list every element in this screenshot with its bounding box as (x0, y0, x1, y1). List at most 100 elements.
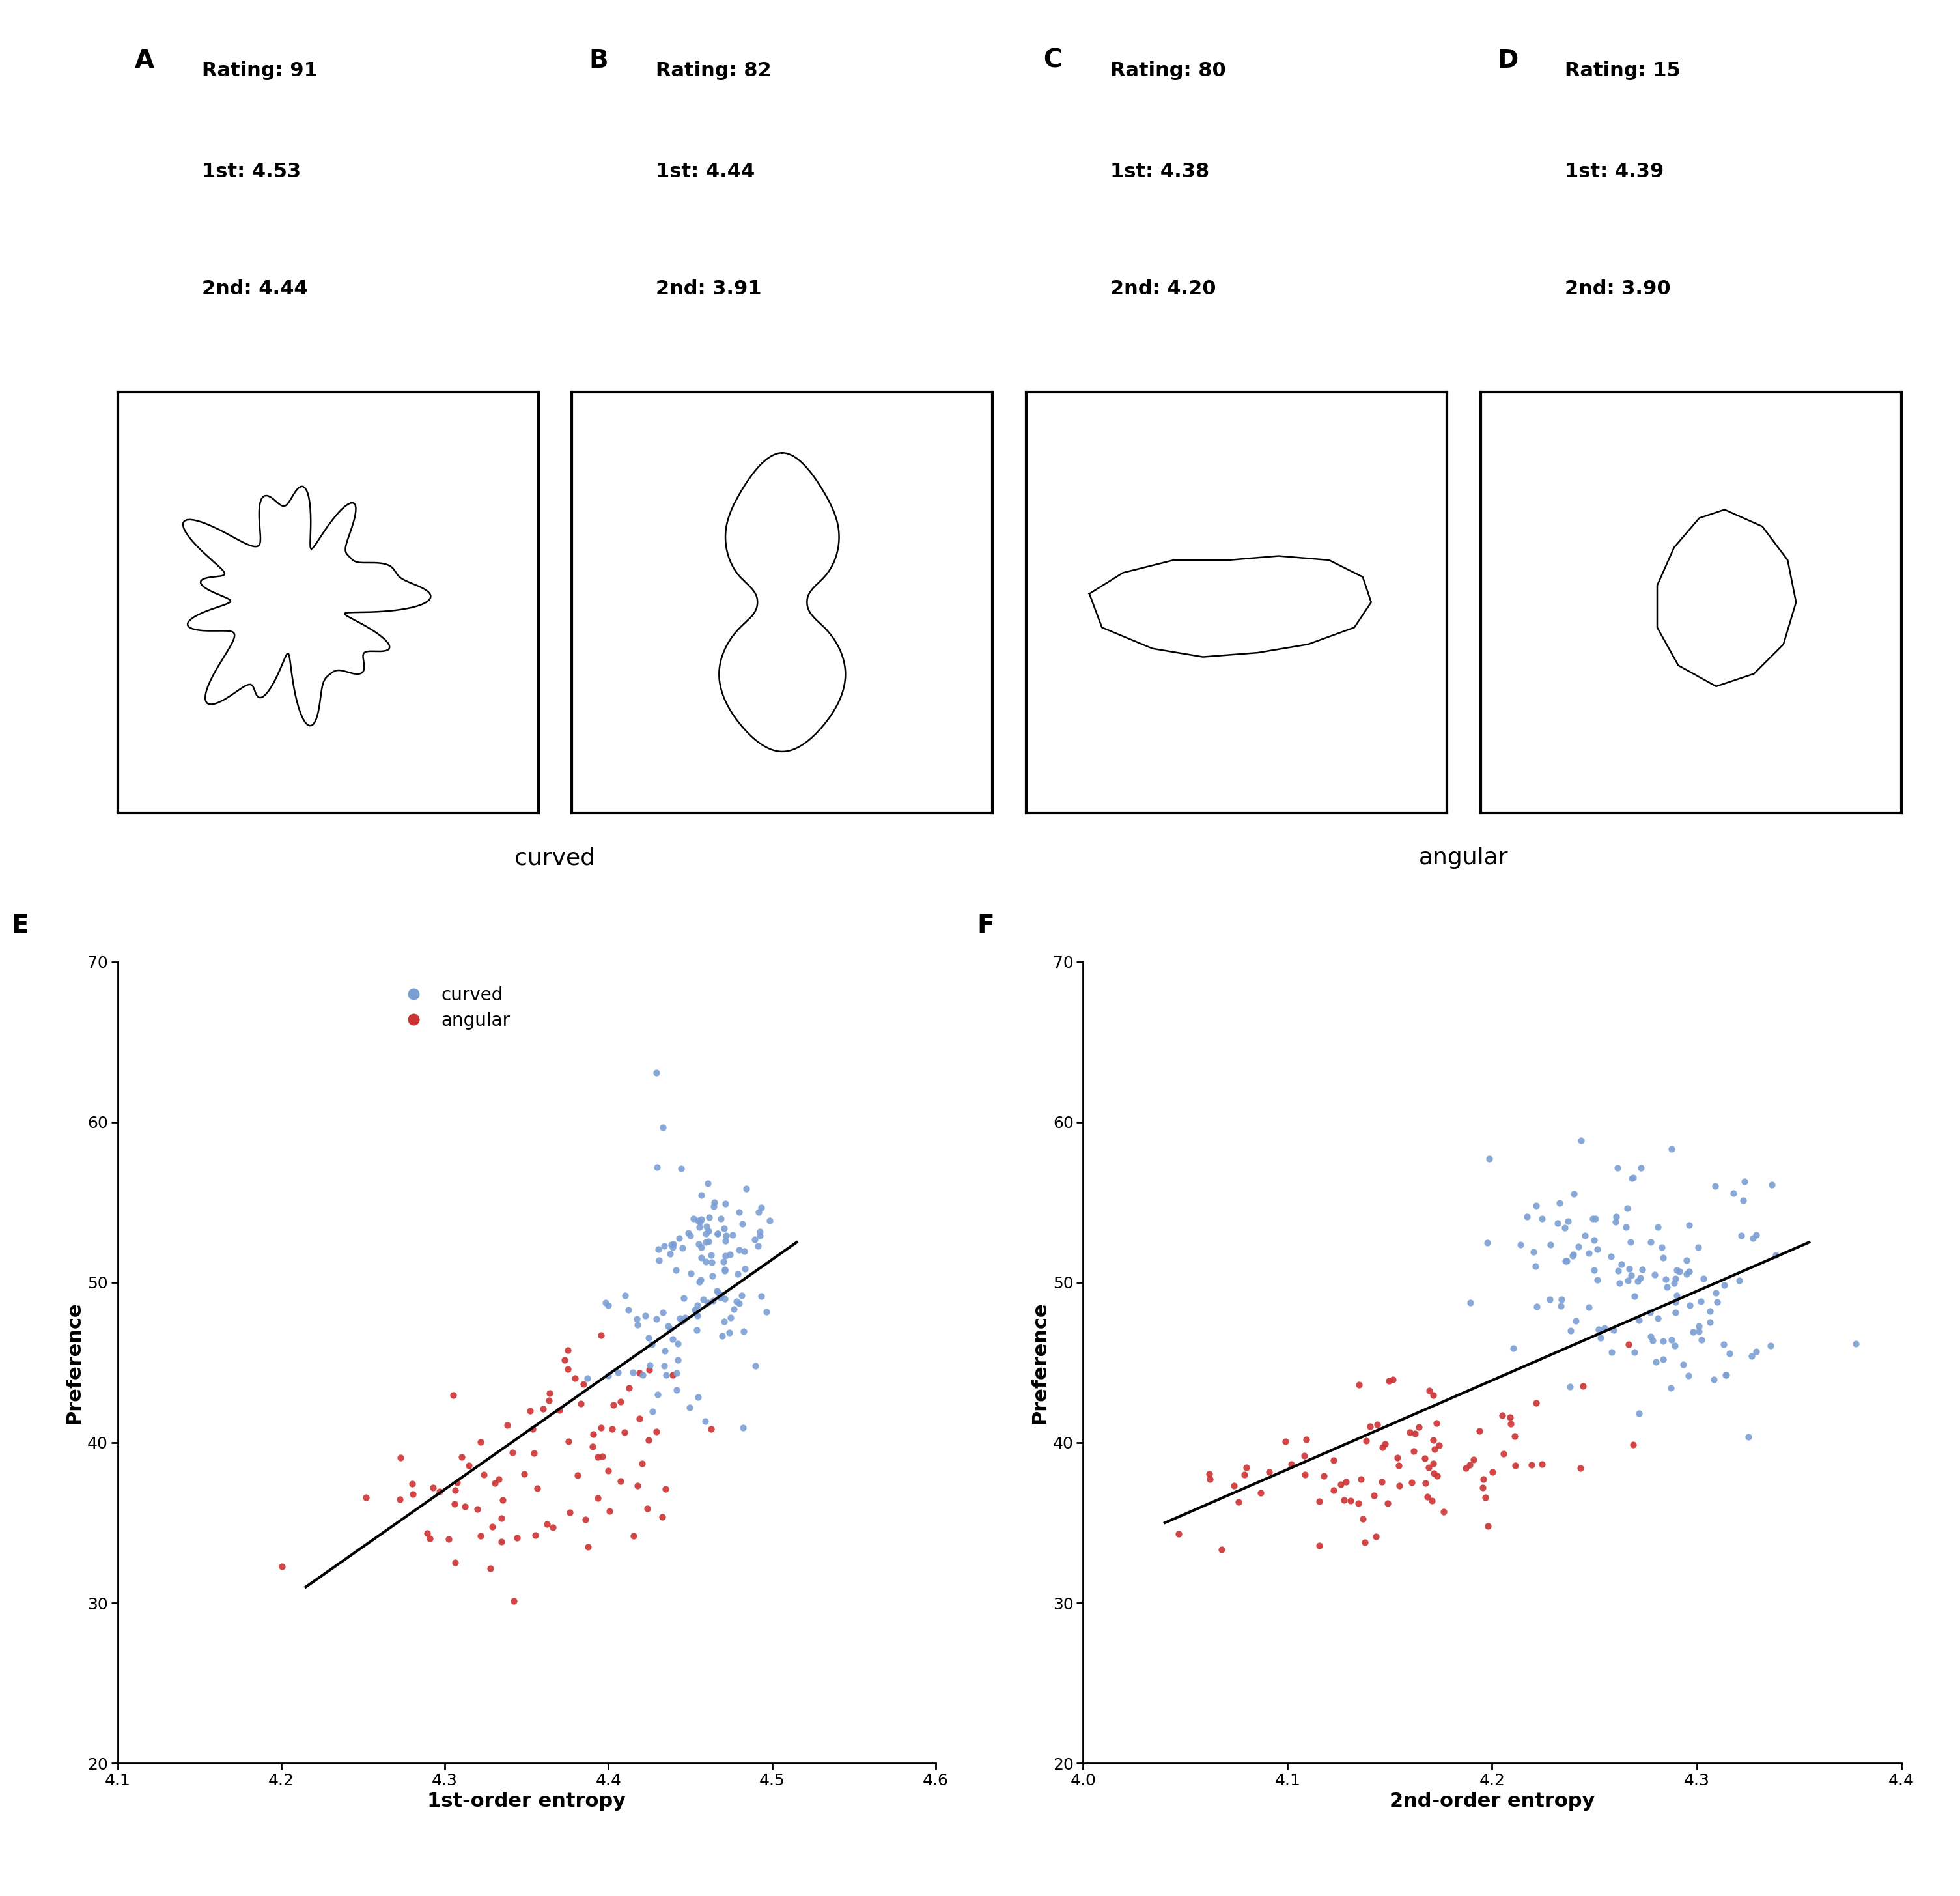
Point (696, 1248, 727, 1278)
Point (1599, 1202, 1631, 1232)
Point (1372, 1488, 1403, 1519)
Point (414, 1522, 445, 1553)
Point (710, 1213, 741, 1244)
Point (686, 1265, 717, 1295)
Point (1194, 1464, 1225, 1494)
Point (706, 1204, 737, 1234)
Point (463, 1494, 494, 1524)
Text: curved: curved (515, 848, 596, 868)
Point (1417, 1485, 1448, 1515)
Point (643, 1234, 674, 1265)
Point (1458, 1445, 1490, 1475)
Point (598, 1390, 629, 1420)
Point (1595, 1337, 1627, 1367)
Point (1642, 1212, 1674, 1242)
Text: 2nd: 4.44: 2nd: 4.44 (202, 279, 308, 298)
Point (729, 1236, 760, 1267)
Point (1486, 1401, 1517, 1431)
Point (727, 1210, 759, 1240)
Point (549, 1344, 580, 1375)
Point (682, 1301, 713, 1331)
Point (1527, 1449, 1558, 1479)
Point (1360, 1521, 1392, 1551)
Point (617, 1358, 649, 1388)
Point (1733, 1422, 1764, 1452)
Point (731, 1174, 762, 1204)
Point (670, 1303, 702, 1333)
Point (1699, 1278, 1731, 1308)
Point (1358, 1481, 1390, 1511)
Text: A: A (135, 47, 155, 72)
Point (710, 1189, 741, 1219)
Point (1396, 1468, 1427, 1498)
Point (1648, 1344, 1680, 1375)
Point (633, 1323, 664, 1354)
Point (1411, 1481, 1443, 1511)
Point (572, 1532, 604, 1562)
Point (439, 1475, 470, 1505)
Point (1366, 1466, 1397, 1496)
Point (647, 1297, 678, 1327)
Point (486, 1504, 517, 1534)
Point (717, 1295, 749, 1325)
Point (1672, 1259, 1703, 1289)
Point (439, 1547, 470, 1577)
Point (1693, 1295, 1725, 1325)
Point (492, 1411, 523, 1441)
Point (696, 1240, 727, 1270)
Point (713, 1240, 745, 1270)
Point (684, 1212, 715, 1242)
Point (702, 1276, 733, 1306)
Point (1229, 1460, 1260, 1490)
Point (1635, 1322, 1666, 1352)
Point (1711, 1359, 1742, 1390)
Point (613, 1373, 645, 1403)
Point (704, 1282, 735, 1312)
Y-axis label: Preference: Preference (1031, 1301, 1049, 1424)
Point (723, 1287, 755, 1318)
Point (621, 1310, 653, 1340)
Point (537, 1513, 568, 1543)
Point (1840, 1329, 1872, 1359)
Point (690, 1212, 721, 1242)
Point (1319, 1445, 1350, 1475)
Point (531, 1509, 563, 1540)
Point (449, 1492, 480, 1522)
Point (1413, 1452, 1445, 1483)
Point (708, 1246, 739, 1276)
Point (1205, 1534, 1237, 1564)
Point (1499, 1450, 1531, 1481)
Point (637, 1395, 668, 1426)
Point (1382, 1443, 1413, 1473)
Point (592, 1456, 623, 1486)
Point (1329, 1485, 1360, 1515)
Point (1554, 1371, 1586, 1401)
Point (1217, 1471, 1249, 1502)
Point (698, 1285, 729, 1316)
Point (502, 1522, 533, 1553)
Point (1641, 1346, 1672, 1376)
Point (617, 1521, 649, 1551)
Point (1711, 1359, 1742, 1390)
Point (1374, 1365, 1405, 1395)
Point (684, 1206, 715, 1236)
Point (1366, 1431, 1397, 1462)
Point (441, 1468, 472, 1498)
Point (1472, 1227, 1503, 1257)
Point (1684, 1310, 1715, 1340)
Point (1570, 1221, 1601, 1251)
Point (578, 1420, 610, 1450)
Point (1223, 1486, 1254, 1517)
Point (710, 1221, 741, 1251)
Point (1556, 1240, 1588, 1270)
Point (725, 1280, 757, 1310)
Point (623, 1358, 655, 1388)
Point (631, 1494, 662, 1524)
Point (1419, 1433, 1450, 1464)
Point (1544, 1291, 1576, 1322)
Point (1231, 1452, 1262, 1483)
Point (1574, 1291, 1605, 1322)
Point (474, 1553, 506, 1583)
Point (1290, 1424, 1321, 1454)
Point (1417, 1449, 1448, 1479)
